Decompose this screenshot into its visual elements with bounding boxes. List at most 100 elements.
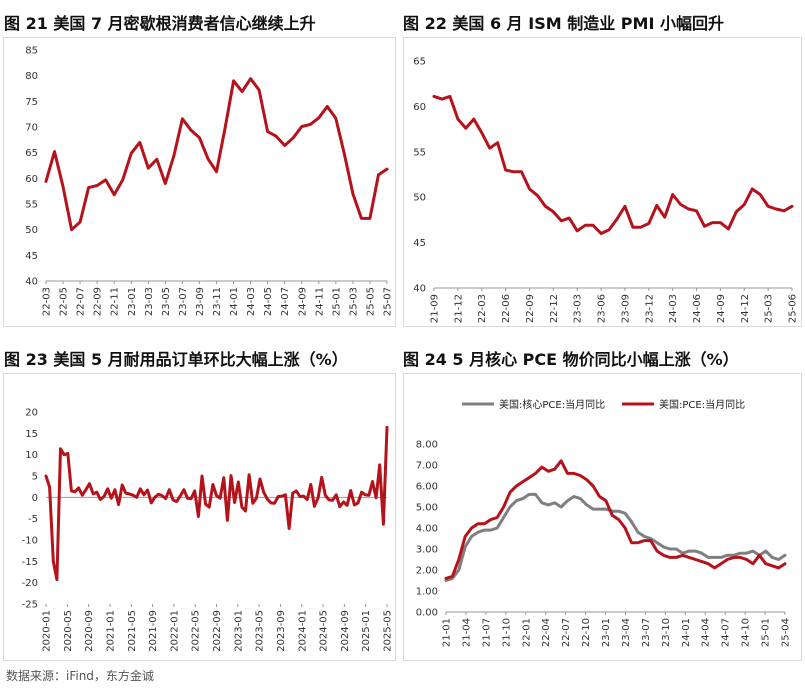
xtick-label: 21-04	[461, 618, 472, 647]
ytick-label: 55	[413, 147, 426, 158]
chart21-panel: 40 45 50 55 60 65 70 75 80 85 22-03 22-05 22-07 22-09…	[3, 37, 396, 327]
xtick-label: 2022-01	[169, 610, 180, 652]
series-line-2	[444, 459, 787, 580]
xtick-label: 2020-09	[84, 610, 95, 652]
ytick-label: 60	[25, 174, 38, 185]
ytick-label: -10	[22, 536, 38, 547]
xtick-label: 24-09	[297, 287, 308, 316]
xtick-label: 2022-09	[212, 610, 223, 652]
ytick-label: 5.00	[416, 503, 438, 514]
xtick-label: 24-03	[668, 294, 679, 323]
xtick-label: 22-07	[76, 287, 87, 316]
xtick-label: 23-09	[620, 294, 631, 323]
ytick-label: 0.00	[416, 608, 438, 619]
xtick-label: 25-03	[348, 287, 359, 316]
chart23-svg: -25 -20 -15 -10 -5 0 5 10 15 20 2020-01 2020-05 2020…	[22, 408, 394, 652]
series-line-1	[432, 94, 794, 235]
xtick-label: 2021-01	[105, 610, 116, 652]
ytick-label: 40	[25, 277, 38, 288]
xtick-label: 22-12	[549, 294, 560, 323]
ytick-label: 65	[25, 148, 38, 159]
ytick-label: 45	[25, 251, 38, 262]
ytick-label: 4.00	[416, 524, 438, 535]
xtick-label: 24-07	[280, 287, 291, 316]
chart21-title: 图 21 美国 7 月密歇根消费者信心继续上升	[4, 14, 316, 33]
ytick-label: 80	[25, 71, 38, 82]
xtick-label: 21-09	[430, 294, 441, 323]
chart23-panel: -25 -20 -15 -10 -5 0 5 10 15 20 2020-01 2020-05 2020…	[3, 373, 396, 661]
chart22-title: 图 22 美国 6 月 ISM 制造业 PMI 小幅回升	[403, 14, 724, 33]
xtick-label: 22-07	[561, 618, 572, 647]
legend-label: 美国:PCE:当月同比	[659, 398, 745, 411]
xtick-label: 2023-01	[233, 610, 244, 652]
chart24-title: 图 24 5 月核心 PCE 物价同比小幅上涨（%）	[403, 350, 739, 369]
xtick-label: 2021-09	[148, 610, 159, 652]
ytick-label: 6.00	[416, 482, 438, 493]
ytick-label: 15	[25, 429, 38, 440]
xtick-label: 24-09	[716, 294, 727, 323]
xtick-label: 24-01	[229, 287, 240, 316]
xtick-label: 24-03	[246, 287, 257, 316]
xtick-label: 25-07	[383, 287, 394, 316]
xtick-label: 22-09	[93, 287, 104, 316]
ytick-label: -15	[22, 557, 38, 568]
xtick-label: 23-06	[597, 294, 608, 323]
data-source: 数据来源：iFind，东方金诚	[6, 669, 154, 683]
xtick-label: 22-03	[477, 294, 488, 323]
xtick-label: 22-03	[42, 287, 53, 316]
chart23-title: 图 23 美国 5 月耐用品订单环比大幅上涨（%）	[4, 350, 348, 369]
xtick-label: 2021-05	[127, 610, 138, 652]
xtick-label: 2024-01	[297, 610, 308, 652]
ytick-label: -20	[22, 578, 38, 589]
xtick-label: 21-10	[501, 618, 512, 647]
xtick-label: 22-10	[581, 618, 592, 647]
xtick-label: 23-12	[644, 294, 655, 323]
xtick-label: 22-04	[541, 618, 552, 647]
ytick-label: 3.00	[416, 545, 438, 556]
xtick-label: 23-03	[144, 287, 155, 316]
ytick-label: 5	[32, 472, 38, 483]
xtick-label: 24-10	[741, 618, 752, 647]
xtick-label: 22-01	[521, 618, 532, 647]
xtick-label: 23-05	[161, 287, 172, 316]
series-line-1	[44, 425, 389, 582]
ytick-label: 70	[25, 123, 38, 134]
xtick-label: 22-05	[59, 287, 70, 316]
xtick-label: 2023-09	[276, 610, 287, 652]
ytick-label: 85	[25, 46, 38, 57]
xtick-label: 24-07	[721, 618, 732, 647]
xtick-label: 23-10	[661, 618, 672, 647]
ytick-label: 20	[25, 408, 38, 419]
ytick-label: 50	[25, 225, 38, 236]
xtick-label: 24-05	[263, 287, 274, 316]
xtick-label: 2023-05	[255, 610, 266, 652]
xtick-label: 23-07	[178, 287, 189, 316]
xtick-label: 22-09	[525, 294, 536, 323]
chart22-panel: 40 45 50 55 60 65 21-09 21-12 22-03 22-06 22-09 22-…	[403, 37, 802, 327]
chart22-svg: 40 45 50 55 60 65 21-09 21-12 22-03 22-06 22-09 22-…	[413, 57, 799, 324]
xtick-label: 2020-05	[63, 610, 74, 652]
xtick-label: 25-01	[761, 618, 772, 647]
xtick-label: 24-04	[701, 618, 712, 647]
xtick-label: 23-07	[641, 618, 652, 647]
ytick-label: 50	[413, 193, 426, 204]
xtick-label: 21-01	[442, 618, 453, 647]
series-line-1	[444, 492, 787, 582]
ytick-label: 75	[25, 97, 38, 108]
xtick-label: 24-06	[692, 294, 703, 323]
xtick-label: 22-11	[110, 287, 121, 316]
legend-label: 美国:核心PCE:当月同比	[499, 398, 605, 411]
ytick-label: 2.00	[416, 566, 438, 577]
xtick-label: 25-03	[764, 294, 775, 323]
xtick-label: 2025-05	[383, 610, 394, 652]
ytick-label: -25	[22, 600, 38, 611]
ytick-label: 1.00	[416, 587, 438, 598]
chart24-svg: 0.00 1.00 2.00 3.00 4.00 5.00 6.00 7.00 8.00 21-0…	[416, 398, 792, 647]
xtick-label: 24-12	[740, 294, 751, 323]
xtick-label: 25-06	[788, 294, 799, 323]
xtick-label: 2025-01	[361, 610, 372, 652]
xtick-label: 23-09	[195, 287, 206, 316]
xtick-label: 25-04	[781, 618, 792, 647]
xtick-label: 24-11	[314, 287, 325, 316]
xtick-label: 25-05	[365, 287, 376, 316]
